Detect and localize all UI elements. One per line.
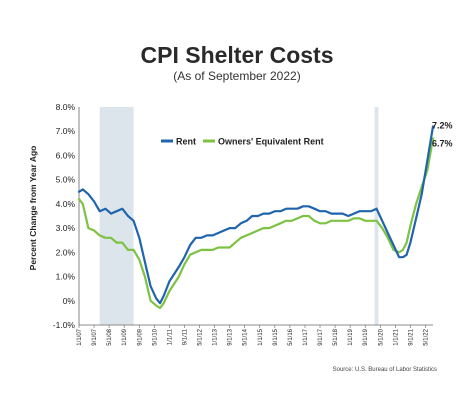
chart-subtitle: (As of September 2022) [173,69,300,83]
x-tick-label: 5/1/16 [288,328,294,345]
legend: Rent Owners' Equivalent Rent [161,137,324,147]
x-tick-label: 9/1/09 [137,328,143,345]
y-tick-label: 0% [63,296,76,306]
x-tick-label: 9/1/17 [318,328,324,345]
x-tick-label: 1/1/13 [213,328,219,345]
x-tick-label: 9/1/11 [182,328,188,345]
x-tick-label: 5/1/12 [198,328,204,345]
legend-label-oer: Owners' Equivalent Rent [218,137,324,147]
recession-band-1 [374,107,379,325]
chart-title: CPI Shelter Costs [141,42,334,68]
x-tick-label: 5/1/18 [333,328,339,345]
x-tick-label: 9/1/07 [92,328,98,345]
series-lines [77,125,435,310]
x-tick-label: 9/1/13 [228,328,234,345]
x-tick-label: 5/1/22 [423,328,429,345]
end-label-rent: 7.2% [432,120,453,130]
source-note: Source: U.S. Bureau of Labor Statistics [333,367,437,373]
x-tick-label: 9/1/15 [273,328,279,345]
x-tick-label: 1/1/17 [303,328,309,345]
end-label-oer: 6.7% [432,138,453,148]
y-tick-label: 5.0% [56,175,76,185]
x-tick-label: 1/1/15 [258,328,264,345]
x-tick-label: 5/1/08 [107,328,113,345]
y-tick-label: 8.0% [56,102,76,112]
y-tick-label: 7.0% [56,126,76,136]
legend-label-rent: Rent [176,137,196,147]
x-tick-label: 5/1/10 [152,328,158,345]
x-tick-label: 5/1/20 [378,328,384,345]
x-tick-label: 9/1/21 [408,328,414,345]
series-line-oer [77,137,435,310]
x-tick-label: 1/1/21 [393,328,399,345]
series-line-rent [77,125,435,305]
y-tick-label: 2.0% [56,247,76,257]
x-axis-ticks: 1/1/07 9/1/07 5/1/08 1/1/09 9/1/09 5/1/10 1/1/… [77,325,429,346]
x-tick-label: 9/1/19 [363,328,369,345]
x-tick-label: 1/1/11 [167,328,173,345]
y-axis-ticks: -1.0% 0% 1.0% 2.0% 3.0% 4.0% 5.0% 6.0% 7.0% 8.0% [53,102,76,330]
y-axis-label: Percent Change from Year Ago [28,146,38,271]
y-tick-label: -1.0% [53,320,76,330]
x-tick-label: 1/1/07 [77,328,83,345]
y-tick-label: 6.0% [56,150,76,160]
x-tick-label: 5/1/14 [243,328,249,345]
x-tick-label: 1/1/09 [122,328,128,345]
y-tick-label: 4.0% [56,199,76,209]
x-tick-label: 1/1/19 [348,328,354,345]
y-tick-label: 3.0% [56,223,76,233]
y-tick-label: 1.0% [56,272,76,282]
